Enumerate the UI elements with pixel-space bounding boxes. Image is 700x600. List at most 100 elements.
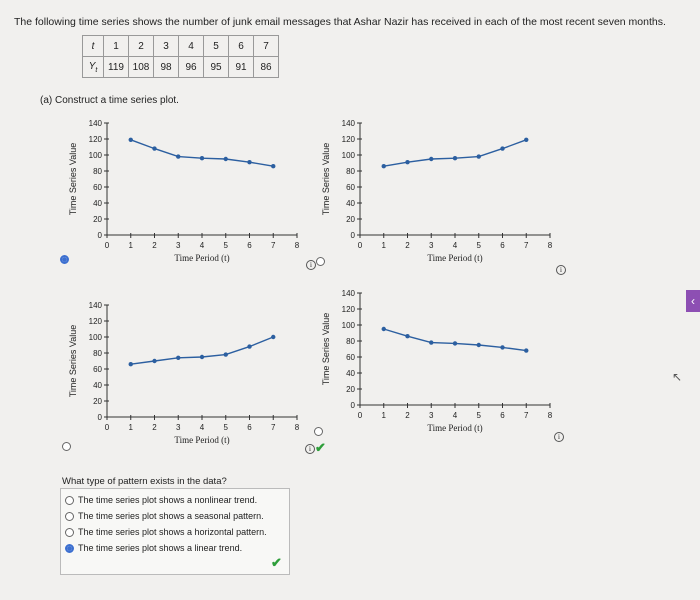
y-tick-label: 80 [346,337,355,346]
option-radio[interactable] [65,543,74,553]
option-label: The time series plot shows a linear tren… [78,543,243,553]
y-tick-label: 60 [346,353,355,362]
y-tick-label: 80 [346,167,355,176]
y-tick-label: 60 [346,183,355,192]
data-point [152,358,157,364]
x-tick-label: 8 [295,423,300,432]
table-cell: 95 [203,56,229,78]
option-linear-trend[interactable]: The time series plot shows a linear tren… [65,543,242,553]
option-seasonal-pattern[interactable]: The time series plot shows a seasonal pa… [65,511,264,521]
data-point [199,354,205,360]
y-axis-label: Time Series Value [68,325,78,398]
data-point [476,342,481,348]
x-tick-label: 3 [176,423,181,432]
data-point [452,156,458,161]
data-point [405,334,410,339]
info-icon[interactable]: i [306,260,316,270]
series-line [130,336,274,365]
pattern-question: What type of pattern exists in the data? [62,476,227,487]
y-tick-label: 100 [89,333,103,342]
data-point [271,334,276,340]
data-point [500,146,505,151]
time-series-table: t 1 2 3 4 5 6 7 Yt 119 108 98 96 95 91 8… [82,35,279,78]
option-label: The time series plot shows a nonlinear t… [78,495,258,505]
x-tick-label: 6 [500,411,505,420]
table-cell: 4 [178,35,204,57]
data-point [271,164,276,169]
side-panel-arrow-icon[interactable]: ‹ [686,290,700,312]
info-icon[interactable]: i [556,265,566,275]
x-tick-label: 2 [405,241,410,250]
x-tick-label: 0 [105,241,110,250]
graph-2-radio[interactable] [316,257,325,266]
graph-1-radio[interactable] [60,255,69,264]
option-nonlinear-trend[interactable]: The time series plot shows a nonlinear t… [65,495,257,505]
graph-3-radio[interactable] [62,442,71,451]
data-point [524,348,529,353]
table-cell: 6 [228,35,254,57]
x-tick-label: 3 [429,241,434,250]
y-tick-label: 80 [93,167,102,176]
table-cell: 96 [178,56,204,78]
x-tick-label: 0 [105,423,110,432]
data-point [452,341,458,346]
x-tick-label: 5 [477,241,482,250]
x-tick-label: 7 [524,241,529,250]
y-tick-label: 120 [342,135,356,144]
table-cell: 119 [103,56,129,78]
y-tick-label: 20 [346,385,355,394]
x-tick-label: 6 [247,241,252,250]
option-radio[interactable] [65,527,74,537]
option-radio[interactable] [65,495,74,505]
y-tick-label: 140 [89,301,103,310]
data-point [524,137,529,142]
x-tick-label: 5 [224,423,229,432]
option-horizontal-pattern[interactable]: The time series plot shows a horizontal … [65,527,267,537]
x-tick-label: 1 [129,241,134,250]
data-point [476,154,481,159]
x-tick-label: 3 [176,241,181,250]
y-tick-label: 40 [346,369,355,378]
info-icon[interactable]: i [305,444,315,454]
table-cell: 108 [128,56,154,78]
graph-4-radio[interactable] [314,427,323,436]
data-point [176,154,181,159]
table-cell: 1 [103,35,129,57]
x-tick-label: 3 [429,411,434,420]
table-cell: 91 [228,56,254,78]
x-tick-label: 8 [295,241,300,250]
y-axis-label: Time Series Value [68,143,78,216]
x-tick-label: 7 [271,423,276,432]
correct-check-icon: ✔ [271,555,282,570]
y-tick-label: 120 [342,305,356,314]
y-tick-label: 20 [346,215,355,224]
data-point [223,352,228,357]
y-tick-label: 100 [89,151,103,160]
y-tick-label: 0 [351,401,356,410]
table-cell: 98 [153,56,179,78]
x-tick-label: 5 [224,241,229,250]
y-tick-label: 0 [98,413,103,422]
y-tick-label: 120 [89,317,103,326]
info-icon[interactable]: i [554,432,564,442]
x-tick-label: 2 [152,241,157,250]
option-radio[interactable] [65,511,74,521]
graph-option-3: 0 20 40 60 80 100 120 140 0 1 2 3 4 5 6 7 8 Time Series V… [68,301,300,445]
x-tick-label: 5 [477,411,482,420]
x-tick-label: 0 [358,241,363,250]
option-label: The time series plot shows a horizontal … [78,527,267,537]
y-tick-label: 140 [89,119,103,128]
correct-check-icon: ✔ [315,440,326,455]
y-tick-label: 100 [342,321,356,330]
x-axis-label: Time Period (t) [174,435,229,445]
x-tick-label: 1 [382,411,387,420]
y-tick-label: 40 [93,199,102,208]
x-tick-label: 7 [524,411,529,420]
data-point [223,156,228,162]
y-tick-label: 140 [342,289,356,298]
y-tick-label: 0 [98,231,103,240]
y-tick-label: 20 [93,215,102,224]
x-tick-label: 0 [358,411,363,420]
graph-option-2: 0 20 40 60 80 100 120 140 0 1 2 3 4 5 6 7 8 Time Series V… [321,119,553,263]
y-tick-label: 40 [93,381,102,390]
